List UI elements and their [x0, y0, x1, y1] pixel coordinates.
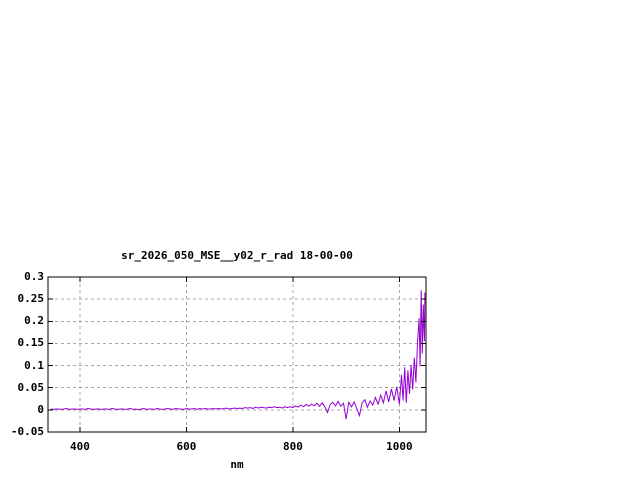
chart-title: sr_2026_050_MSE__y02_r_rad 18-00-00: [121, 249, 353, 262]
y-tick-label: 0: [37, 402, 44, 416]
y-tick-label: 0.1: [24, 358, 44, 372]
y-tick-label: 0.25: [17, 292, 45, 306]
y-tick-label: 0.05: [17, 380, 45, 394]
y-tick-label: 0.3: [24, 270, 44, 283]
x-tick-label: 600: [176, 440, 197, 453]
y-tick-label: -0.05: [10, 425, 44, 438]
y-tick-label: 0.15: [17, 336, 45, 350]
x-tick-label: 800: [282, 440, 303, 453]
plot-border: [47, 276, 427, 433]
x-tick-label: 1000: [386, 440, 413, 453]
x-tick-label: 400: [70, 440, 90, 453]
x-axis-label: nm: [230, 458, 244, 471]
spectrum-line: [50, 290, 426, 420]
y-tick-label: 0.2: [24, 314, 44, 328]
